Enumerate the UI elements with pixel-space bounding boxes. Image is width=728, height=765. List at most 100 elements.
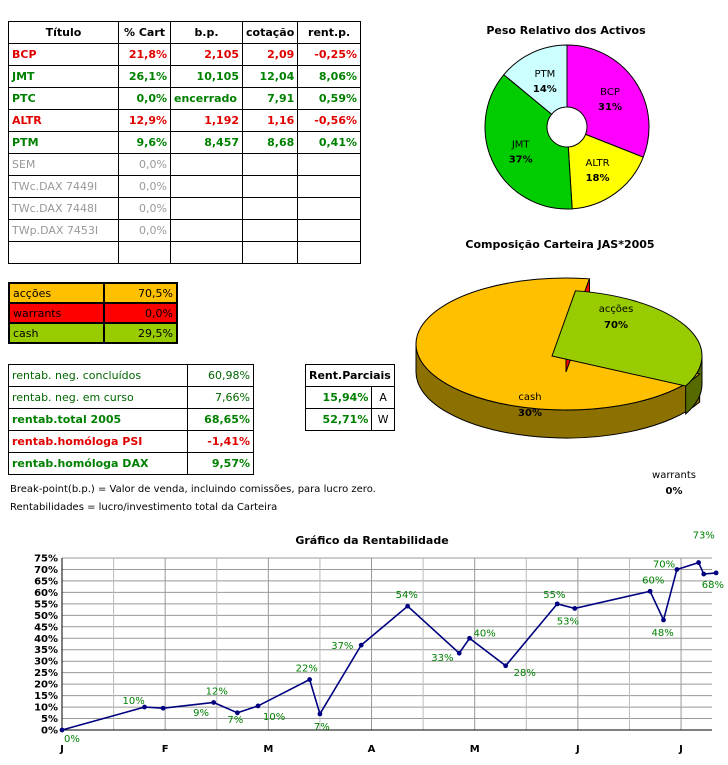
- return-point-label: 28%: [514, 668, 536, 679]
- allocation-row: cash 29,5%: [7, 322, 178, 344]
- return-point-label: 55%: [543, 590, 565, 601]
- return-point-label: 12%: [206, 686, 228, 697]
- y-tick-label: 35%: [34, 645, 58, 656]
- allocation-value: 29,5%: [103, 322, 178, 344]
- cell-rent: 0,41%: [297, 131, 361, 154]
- pie1-slice: [503, 44, 568, 115]
- returns-label: rentab.homóloga DAX: [7, 452, 189, 475]
- portfolio-row: BCP 21,8% 2,105 2,09 -0,25%: [8, 43, 361, 66]
- return-point: [713, 570, 719, 576]
- allocation-table: acções 70,5% warrants 0,0% cash 29,5%: [7, 282, 178, 344]
- return-point-label: 68%: [702, 580, 724, 591]
- returns-row: rentab.homóloga PSI -1,41%: [7, 430, 254, 453]
- returns-table: rentab. neg. concluídos 60,98% rentab. neg…: [7, 364, 254, 475]
- partial-return-value: 15,94%: [304, 386, 373, 409]
- cell-rent: [297, 241, 361, 264]
- cell-cart: 12,9%: [118, 109, 171, 132]
- partial-returns-header: Rent.Parciais: [305, 364, 395, 387]
- cell-rent: [297, 175, 361, 198]
- y-tick-label: 60%: [34, 588, 58, 599]
- y-tick-label: 75%: [34, 554, 58, 565]
- return-point: [317, 711, 323, 717]
- allocation-value: 0,0%: [103, 302, 178, 324]
- allocation-row: acções 70,5%: [7, 282, 178, 304]
- allocation-value: 70,5%: [103, 282, 178, 304]
- col-cotacao: cotação: [241, 21, 299, 44]
- returns-label: rentab.total 2005: [7, 408, 189, 431]
- return-point-label: 9%: [193, 708, 209, 719]
- return-point-label: 37%: [331, 641, 353, 652]
- return-series-line: [61, 561, 717, 731]
- return-point: [234, 710, 240, 716]
- cell-bp: [170, 241, 243, 264]
- y-tick-label: 10%: [34, 703, 58, 714]
- pie2-slice-value: 0%: [666, 486, 683, 497]
- return-point-label: 10%: [263, 712, 285, 723]
- portfolio-row: SEM 0,0%: [8, 153, 361, 176]
- cell-bp: [170, 219, 243, 242]
- pie1-slice-label: PTM: [534, 69, 555, 80]
- return-point: [358, 642, 364, 648]
- returns-label: rentab. neg. concluídos: [7, 364, 189, 387]
- x-tick-label: F: [162, 744, 169, 755]
- cell-titulo: PTC: [8, 87, 119, 110]
- y-tick-label: 70%: [34, 565, 58, 576]
- return-point: [59, 727, 65, 733]
- return-line-chart: Gráfico da Rentabilidade 0%5%10%15%20%25…: [34, 531, 724, 755]
- col-rent: rent.p.: [297, 21, 361, 44]
- portfolio-row: [8, 241, 361, 264]
- pie1-slice-value: 31%: [598, 102, 622, 113]
- cell-titulo: TWc.DAX 7449I: [8, 175, 119, 198]
- cell-cotacao: [241, 219, 299, 242]
- return-point: [674, 567, 680, 572]
- cell-cotacao: [241, 153, 299, 176]
- cell-titulo: [8, 241, 119, 264]
- return-point-label: 0%: [64, 734, 80, 745]
- cell-rent: [297, 153, 361, 176]
- portfolio-row: TWc.DAX 7448I 0,0%: [8, 197, 361, 220]
- x-tick-label: J: [575, 744, 580, 755]
- partial-return-code: W: [371, 408, 395, 431]
- allocation-row: warrants 0,0%: [7, 302, 178, 324]
- returns-row: rentab. neg. em curso 7,66%: [7, 386, 254, 409]
- return-point-label: 7%: [227, 715, 243, 726]
- returns-row: rentab.homóloga DAX 9,57%: [7, 452, 254, 475]
- y-tick-label: 15%: [34, 691, 58, 702]
- cell-bp: 8,457: [170, 131, 243, 154]
- return-point-label: 60%: [642, 575, 664, 586]
- portfolio-row: JMT 26,1% 10,105 12,04 8,06%: [8, 65, 361, 88]
- x-tick-label: A: [368, 744, 376, 755]
- portfolio-row: ALTR 12,9% 1,192 1,16 -0,56%: [8, 109, 361, 132]
- returns-value: 7,66%: [187, 386, 254, 409]
- breakpoint-note: Break-point(b.p.) = Valor de venda, incl…: [10, 484, 376, 495]
- col-bp: b.p.: [170, 21, 243, 44]
- return-point: [160, 705, 166, 711]
- cell-cart: 0,0%: [118, 153, 171, 176]
- pie1-slice-value: 18%: [586, 173, 610, 184]
- cell-titulo: TWp.DAX 7453I: [8, 219, 119, 242]
- cell-cotacao: 1,16: [241, 109, 299, 132]
- return-point: [467, 635, 472, 641]
- x-tick-label: M: [263, 744, 273, 755]
- cell-cart: 9,6%: [118, 131, 171, 154]
- portfolio-composition-pie-chart: Composição Carteira JAS*2005 acções 70% wa…: [415, 238, 703, 497]
- asset-weight-pie-chart: Peso Relativo dos Activos BCP 31% ALTR 18% J…: [484, 24, 650, 210]
- cell-cart: 0,0%: [118, 219, 171, 242]
- returns-value: 68,65%: [187, 408, 254, 431]
- cell-rent: -0,25%: [297, 43, 361, 66]
- cell-cart: 0,0%: [118, 175, 171, 198]
- return-point: [554, 601, 560, 607]
- partial-return-value: 52,71%: [304, 408, 373, 431]
- portfolio-row: TWp.DAX 7453I 0,0%: [8, 219, 361, 242]
- cell-cart: 0,0%: [118, 87, 171, 110]
- pie2-slice: [551, 290, 703, 387]
- returns-value: 60,98%: [187, 364, 254, 387]
- return-point: [456, 650, 462, 656]
- return-point: [211, 700, 217, 705]
- pie2-slice-label: acções: [599, 304, 634, 315]
- cell-bp: [170, 175, 243, 198]
- allocation-label: warrants: [7, 302, 106, 324]
- y-tick-label: 50%: [34, 611, 58, 622]
- cell-titulo: JMT: [8, 65, 119, 88]
- return-point: [142, 704, 147, 710]
